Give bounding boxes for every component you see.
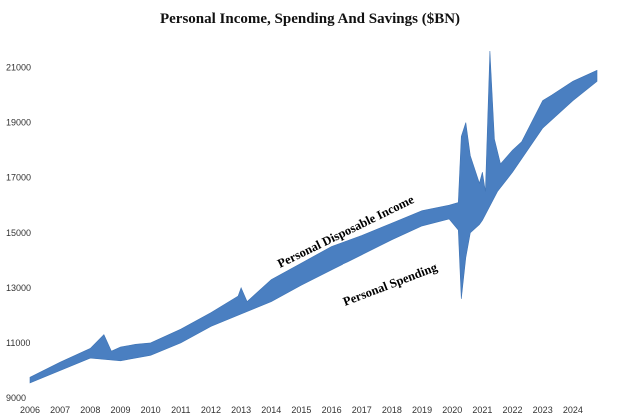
x-tick-label: 2006 [20, 405, 40, 415]
x-tick-label: 2011 [171, 405, 190, 415]
y-tick-label: 19000 [6, 118, 31, 128]
y-tick-label: 13000 [6, 283, 31, 293]
chart-title: Personal Income, Spending And Savings ($… [160, 11, 460, 27]
x-tick-label: 2018 [382, 405, 402, 415]
x-tick-label: 2017 [352, 405, 372, 415]
x-tick-label: 2010 [141, 405, 161, 415]
x-tick-label: 2015 [291, 405, 311, 415]
y-tick-label: 21000 [6, 63, 31, 73]
x-tick-label: 2014 [261, 405, 281, 415]
plot-area [29, 50, 598, 384]
x-tick-label: 2024 [563, 405, 583, 415]
y-tick-label: 17000 [6, 173, 31, 183]
y-axis-ticks: 9000 11000 13000 15000 17000 19000 21000 [6, 63, 31, 403]
x-tick-label: 2020 [442, 405, 462, 415]
y-tick-label: 9000 [6, 393, 26, 403]
x-tick-label: 2013 [231, 405, 251, 415]
x-tick-label: 2019 [412, 405, 432, 415]
y-tick-label: 11000 [6, 338, 30, 348]
x-tick-label: 2008 [80, 405, 100, 415]
x-tick-label: 2012 [201, 405, 221, 415]
x-tick-label: 2023 [533, 405, 553, 415]
x-axis-ticks: 2006 2007 2008 2009 2010 2011 2012 2013 2014 2015… [20, 405, 583, 415]
x-tick-label: 2022 [503, 405, 523, 415]
x-tick-label: 2009 [110, 405, 130, 415]
saving-band [29, 50, 598, 384]
x-tick-label: 2007 [50, 405, 70, 415]
x-tick-label: 2016 [322, 405, 342, 415]
y-tick-label: 15000 [6, 228, 31, 238]
x-tick-label: 2021 [472, 405, 492, 415]
